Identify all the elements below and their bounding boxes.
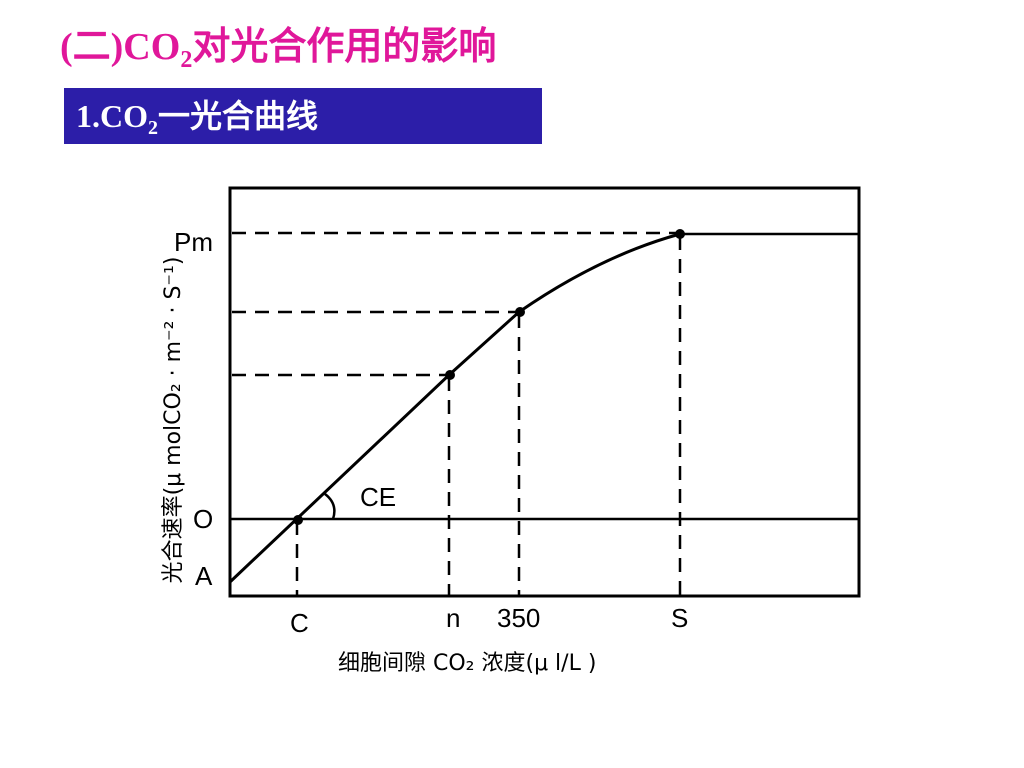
slide-title: (二)CO2对光合作用的影响: [60, 26, 497, 72]
title-subscript: 2: [180, 47, 193, 73]
section-heading-bar: 1.CO2一光合曲线: [64, 88, 542, 144]
plot-frame: [228, 186, 861, 598]
title-prefix: (二)CO: [60, 26, 181, 68]
y-axis-title: 光合速率(μ molCO₂ · m⁻² · S⁻¹): [161, 257, 186, 584]
point-350: [515, 307, 525, 317]
y-mark-o: O: [193, 504, 213, 534]
point-s: [675, 229, 685, 239]
point-c: [293, 515, 303, 525]
x-mark-350: 350: [497, 603, 540, 633]
title-suffix: 对光合作用的影响: [192, 26, 497, 68]
horizontal-dashed-guides: [232, 231, 680, 377]
x-mark-n: n: [446, 603, 460, 633]
x-axis-title: 细胞间隙 CO₂ 浓度(μ l/L ): [338, 651, 596, 676]
section-suffix: 一光合曲线: [158, 98, 319, 134]
vertical-dashed-guides: [295, 236, 682, 596]
section-subscript: 2: [148, 117, 158, 139]
section-prefix: 1.CO: [76, 98, 148, 134]
ce-angle-arc: [324, 493, 336, 520]
y-mark-pm: Pm: [174, 227, 213, 257]
point-n: [445, 370, 455, 380]
ce-label: CE: [360, 482, 396, 512]
curve-points: [293, 229, 685, 525]
x-mark-c: C: [290, 608, 309, 638]
y-mark-a: A: [195, 561, 213, 591]
x-mark-s: S: [671, 603, 688, 633]
